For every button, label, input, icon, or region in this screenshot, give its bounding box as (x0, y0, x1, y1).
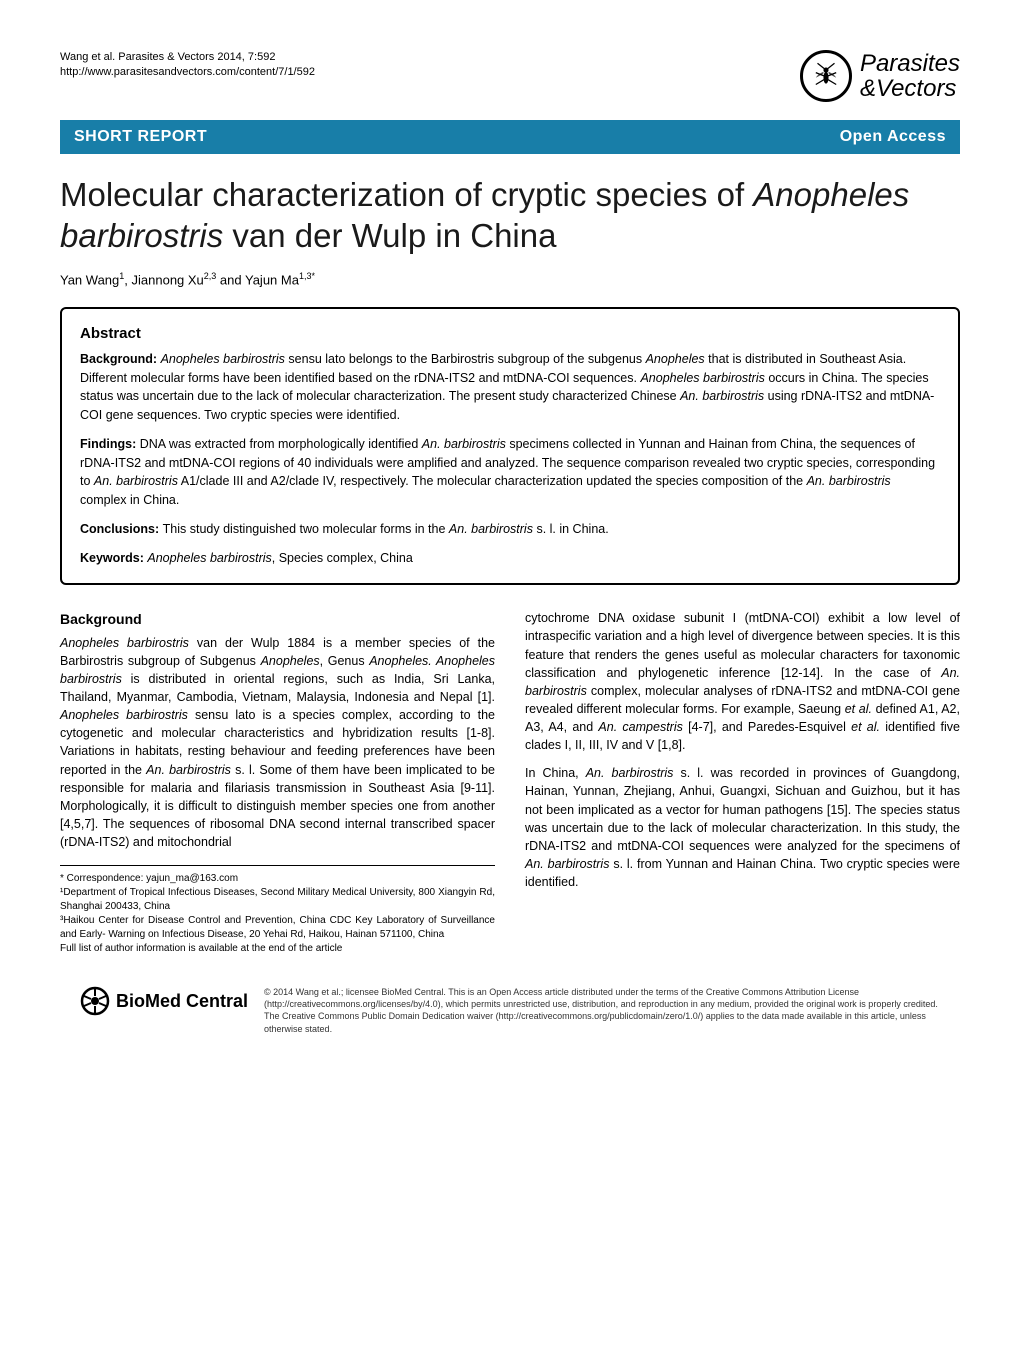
abstract-conclusions: Conclusions: This study distinguished tw… (80, 520, 940, 539)
body-columns: Background Anopheles barbirostris van de… (60, 609, 960, 956)
page-footer: BioMed Central © 2014 Wang et al.; licen… (60, 986, 960, 1035)
bg-i3: Anopheles barbirostris (640, 371, 764, 385)
fn-i2: An. barbirostris (94, 474, 178, 488)
biomed-central-logo: BioMed Central (80, 986, 248, 1016)
abstract-heading: Abstract (80, 325, 940, 342)
abstract-background: Background: Anopheles barbirostris sensu… (80, 350, 940, 425)
fn-t4: complex in China. (80, 493, 179, 507)
cn-label: Conclusions: (80, 522, 163, 536)
mosquito-icon (800, 50, 852, 102)
p2-t1: cytochrome DNA oxidase subunit I (mtDNA-… (525, 611, 960, 679)
p2-i2: et al. (845, 702, 872, 716)
affiliation-1: ¹Department of Tropical Infectious Disea… (60, 886, 495, 914)
author-2-aff: 2,3 (204, 271, 217, 281)
abstract-box: Abstract Background: Anopheles barbirost… (60, 307, 960, 586)
bmc-text: BioMed Central (116, 991, 248, 1012)
p1-i5: An. barbirostris (146, 763, 231, 777)
mosquito-svg (809, 59, 843, 93)
abstract-findings: Findings: DNA was extracted from morphol… (80, 435, 940, 510)
bg-t1: sensu lato belongs to the Barbirostris s… (285, 352, 646, 366)
journal-name: Parasites &Vectors (860, 51, 960, 101)
title-pre: Molecular characterization of cryptic sp… (60, 176, 753, 213)
open-access-label: Open Access (840, 128, 946, 146)
left-column: Background Anopheles barbirostris van de… (60, 609, 495, 956)
fn-label: Findings: (80, 437, 140, 451)
p2-i4: et al. (851, 720, 880, 734)
p2-i3: An. campestris (598, 720, 682, 734)
author-3: and Yajun Ma (216, 272, 299, 287)
cn-i1: An. barbirostris (449, 522, 533, 536)
journal-line1: Parasites (860, 51, 960, 76)
background-p1: Anopheles barbirostris van der Wulp 1884… (60, 634, 495, 852)
page: Wang et al. Parasites & Vectors 2014, 7:… (0, 0, 1020, 1075)
author-2: , Jiannong Xu (124, 272, 204, 287)
fn-i1: An. barbirostris (422, 437, 506, 451)
p3-t1: In China, (525, 766, 586, 780)
p1-i1: Anopheles barbirostris (60, 636, 189, 650)
p3-i2: An. barbirostris (525, 857, 609, 871)
background-heading: Background (60, 609, 495, 629)
fn-t1: DNA was extracted from morphologically i… (140, 437, 422, 451)
bg-i1: Anopheles barbirostris (161, 352, 285, 366)
fn-t3: A1/clade III and A2/clade IV, respective… (178, 474, 807, 488)
footnotes: * Correspondence: yajun_ma@163.com ¹Depa… (60, 865, 495, 956)
kw-i1: Anopheles barbirostris (147, 551, 271, 565)
article-type: SHORT REPORT (74, 128, 207, 146)
background-p2: cytochrome DNA oxidase subunit I (mtDNA-… (525, 609, 960, 754)
fn-i3: An. barbirostris (807, 474, 891, 488)
p1-i4: Anopheles barbirostris (60, 708, 188, 722)
affiliation-3: ³Haikou Center for Disease Control and P… (60, 914, 495, 942)
abstract-keywords: Keywords: Anopheles barbirostris, Specie… (80, 549, 940, 568)
bg-i4: An. barbirostris (680, 389, 764, 403)
author-1: Yan Wang (60, 272, 119, 287)
p2-t4: [4-7], and Paredes-Esquivel (683, 720, 851, 734)
author-3-aff: 1,3* (299, 271, 315, 281)
right-column: cytochrome DNA oxidase subunit I (mtDNA-… (525, 609, 960, 956)
cn-t2: s. l. in China. (533, 522, 609, 536)
bmc-icon (80, 986, 110, 1016)
journal-line2: &Vectors (860, 76, 960, 101)
authors: Yan Wang1, Jiannong Xu2,3 and Yajun Ma1,… (60, 271, 960, 287)
bg-i2: Anopheles (646, 352, 705, 366)
p1-t2: , Genus (320, 654, 370, 668)
license-text: © 2014 Wang et al.; licensee BioMed Cent… (264, 986, 940, 1035)
citation-url: http://www.parasitesandvectors.com/conte… (60, 65, 315, 80)
p1-i2: Anopheles (261, 654, 320, 668)
full-author-info: Full list of author information is avail… (60, 942, 495, 956)
article-type-banner: SHORT REPORT Open Access (60, 120, 960, 154)
background-p3: In China, An. barbirostris s. l. was rec… (525, 764, 960, 891)
journal-logo: Parasites &Vectors (800, 50, 960, 102)
correspondence: * Correspondence: yajun_ma@163.com (60, 872, 495, 886)
p1-t3: is distributed in oriental regions, such… (60, 672, 495, 704)
kw-t1: , Species complex, China (272, 551, 413, 565)
bg-label: Background: (80, 352, 161, 366)
cn-t1: This study distinguished two molecular f… (163, 522, 449, 536)
citation-line: Wang et al. Parasites & Vectors 2014, 7:… (60, 50, 315, 65)
title-post: van der Wulp in China (223, 217, 556, 254)
header-citation: Wang et al. Parasites & Vectors 2014, 7:… (60, 50, 315, 81)
kw-label: Keywords: (80, 551, 147, 565)
header-top: Wang et al. Parasites & Vectors 2014, 7:… (60, 50, 960, 102)
article-title: Molecular characterization of cryptic sp… (60, 174, 960, 257)
p3-i1: An. barbirostris (586, 766, 674, 780)
